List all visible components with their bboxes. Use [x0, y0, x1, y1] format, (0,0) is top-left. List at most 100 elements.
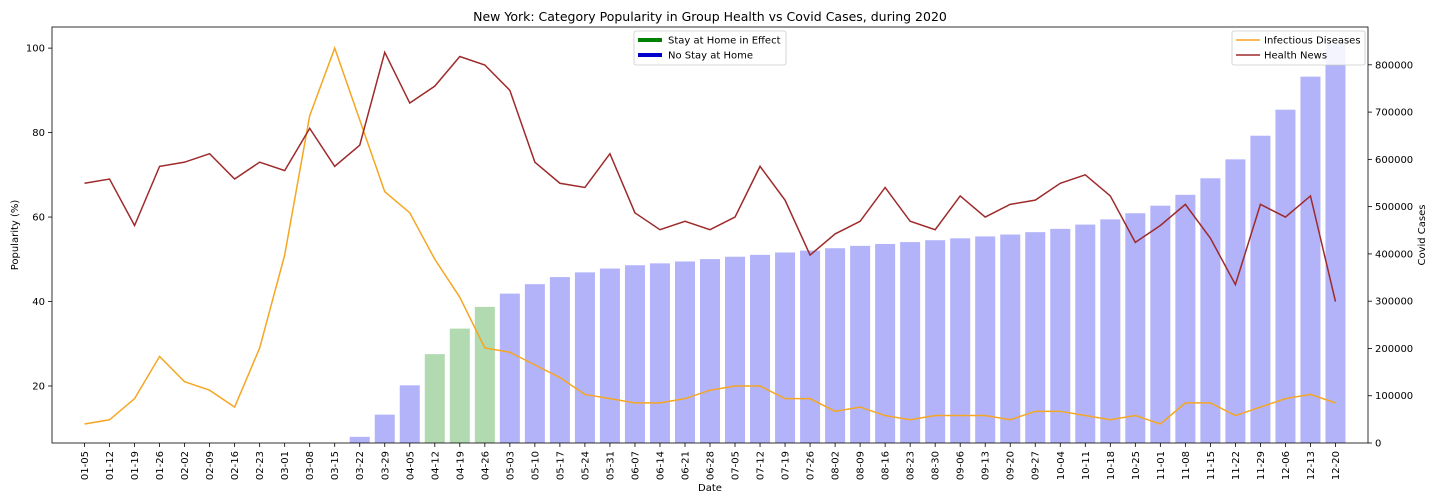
bar-covid-cases-07-12: [750, 254, 771, 443]
x-tick-label: 04-12: [430, 451, 441, 480]
x-tick-label: 08-30: [931, 451, 942, 480]
legend-stay-at-home: Stay at Home in Effect No Stay at Home: [633, 30, 787, 66]
bar-covid-cases-06-14: [649, 263, 670, 443]
bar-covid-cases-09-20: [1000, 234, 1021, 443]
x-axis-label: Date: [698, 483, 722, 494]
y2-tick-label: 600000: [1375, 155, 1413, 166]
bar-covid-cases-11-01: [1150, 205, 1171, 443]
bar-covid-cases-07-26: [800, 250, 821, 443]
x-tick-label: 04-26: [480, 451, 491, 480]
x-tick-label: 09-20: [1006, 451, 1017, 480]
bar-covid-cases-10-04: [1050, 228, 1071, 443]
y2-tick-label: 400000: [1375, 249, 1413, 260]
bar-covid-cases-03-29: [374, 414, 395, 443]
bar-covid-cases-11-22: [1225, 159, 1246, 444]
x-tick-label: 11-01: [1156, 451, 1167, 480]
x-tick-label: 05-17: [555, 451, 566, 480]
x-tick-label: 07-05: [731, 451, 742, 480]
x-tick-label: 06-14: [655, 451, 666, 480]
bar-covid-cases-12-06: [1275, 109, 1296, 443]
legend-label: No Stay at Home: [668, 51, 753, 62]
bar-covid-cases-08-09: [850, 245, 871, 443]
x-tick-label: 10-18: [1106, 451, 1117, 480]
x-tick-label: 07-19: [781, 451, 792, 480]
legend-label: Health News: [1264, 51, 1327, 62]
x-tick-label: 12-20: [1331, 451, 1342, 480]
y2-tick-label: 500000: [1375, 202, 1413, 213]
legend-box: [633, 30, 787, 66]
bar-covid-cases-04-26: [474, 306, 495, 443]
x-tick-label: 11-29: [1256, 451, 1267, 480]
bar-covid-cases-08-30: [925, 240, 946, 443]
x-tick-label: 05-31: [605, 451, 616, 480]
x-tick-label: 01-26: [155, 451, 166, 480]
x-tick-label: 01-05: [80, 451, 91, 480]
chart-title: New York: Category Popularity in Group H…: [473, 9, 947, 24]
bar-covid-cases-12-20: [1325, 43, 1346, 444]
x-tick-label: 09-13: [981, 451, 992, 480]
x-tick-label: 01-19: [130, 451, 141, 480]
x-tick-label: 03-22: [355, 451, 366, 480]
bar-covid-cases-10-11: [1075, 224, 1096, 443]
bar-covid-cases-03-22: [349, 436, 370, 443]
bar-covid-cases-04-05: [399, 385, 420, 443]
x-tick-label: 10-04: [1056, 451, 1067, 480]
x-tick-label: 09-06: [956, 451, 967, 480]
x-tick-label: 08-16: [881, 451, 892, 480]
x-tick-label: 11-22: [1231, 451, 1242, 480]
line-health-news: [84, 50, 1337, 302]
bar-covid-cases-09-13: [975, 236, 996, 443]
bar-covid-cases-05-24: [574, 272, 595, 443]
x-tick-label: 02-23: [255, 451, 266, 480]
bar-covid-cases-11-15: [1200, 178, 1221, 443]
x-tick-label: 09-27: [1031, 451, 1042, 480]
bar-covid-cases-06-07: [624, 265, 645, 443]
x-tick-label: 05-24: [580, 451, 591, 480]
bar-covid-cases-04-19: [449, 328, 470, 443]
line-infectious-diseases: [84, 45, 1336, 425]
legend-label: Stay at Home in Effect: [668, 36, 781, 47]
y2-axis-label: Covid Cases: [1417, 204, 1428, 265]
bar-covid-cases-08-02: [825, 248, 846, 443]
y-tick-label: 80: [32, 128, 45, 139]
x-tick-label: 12-13: [1306, 451, 1317, 480]
x-tick-label: 04-19: [455, 451, 466, 480]
x-tick-label: 11-15: [1206, 451, 1217, 480]
bar-covid-cases-04-12: [424, 354, 445, 443]
bar-covid-cases-05-31: [599, 268, 620, 443]
bar-covid-cases-05-10: [524, 284, 545, 443]
x-tick-label: 11-08: [1181, 451, 1192, 480]
x-tick-label: 03-29: [380, 451, 391, 480]
x-tick-label: 06-28: [706, 451, 717, 480]
y2-tick-label: 100000: [1375, 391, 1413, 402]
bar-covid-cases-10-25: [1125, 213, 1146, 443]
bar-covid-cases-11-08: [1175, 194, 1196, 443]
y-axis-label: Popularity (%): [10, 200, 21, 271]
bar-covid-cases-07-05: [725, 256, 746, 443]
x-tick-label: 12-06: [1281, 451, 1292, 480]
y2-tick-label: 300000: [1375, 297, 1413, 308]
x-tick-label: 08-09: [856, 451, 867, 480]
x-tick-label: 05-10: [530, 451, 541, 480]
x-tick-label: 10-11: [1081, 451, 1092, 480]
bar-covid-cases-05-03: [499, 293, 520, 443]
x-tick-label: 08-23: [906, 451, 917, 480]
x-tick-label: 06-07: [630, 451, 641, 480]
bar-covid-cases-07-19: [775, 252, 796, 443]
y-tick-label: 20: [32, 381, 45, 392]
bar-covid-cases-05-17: [549, 277, 570, 443]
x-tick-label: 03-15: [330, 451, 341, 480]
x-tick-label: 10-25: [1131, 451, 1142, 480]
legend-label: Infectious Diseases: [1264, 36, 1361, 47]
bar-covid-cases-08-16: [875, 243, 896, 443]
y-tick-label: 100: [26, 44, 45, 55]
x-tick-label: 07-12: [756, 451, 767, 480]
x-tick-label: 02-09: [205, 451, 216, 480]
bar-covid-cases-12-13: [1300, 76, 1321, 443]
bar-covid-cases-09-27: [1025, 232, 1046, 443]
x-tick-label: 08-02: [831, 451, 842, 480]
legend-categories: Infectious Diseases Health News: [1231, 30, 1366, 66]
bar-covid-cases-08-23: [900, 242, 921, 443]
y2-tick-label: 0: [1375, 439, 1381, 450]
x-tick-label: 01-12: [105, 451, 116, 480]
